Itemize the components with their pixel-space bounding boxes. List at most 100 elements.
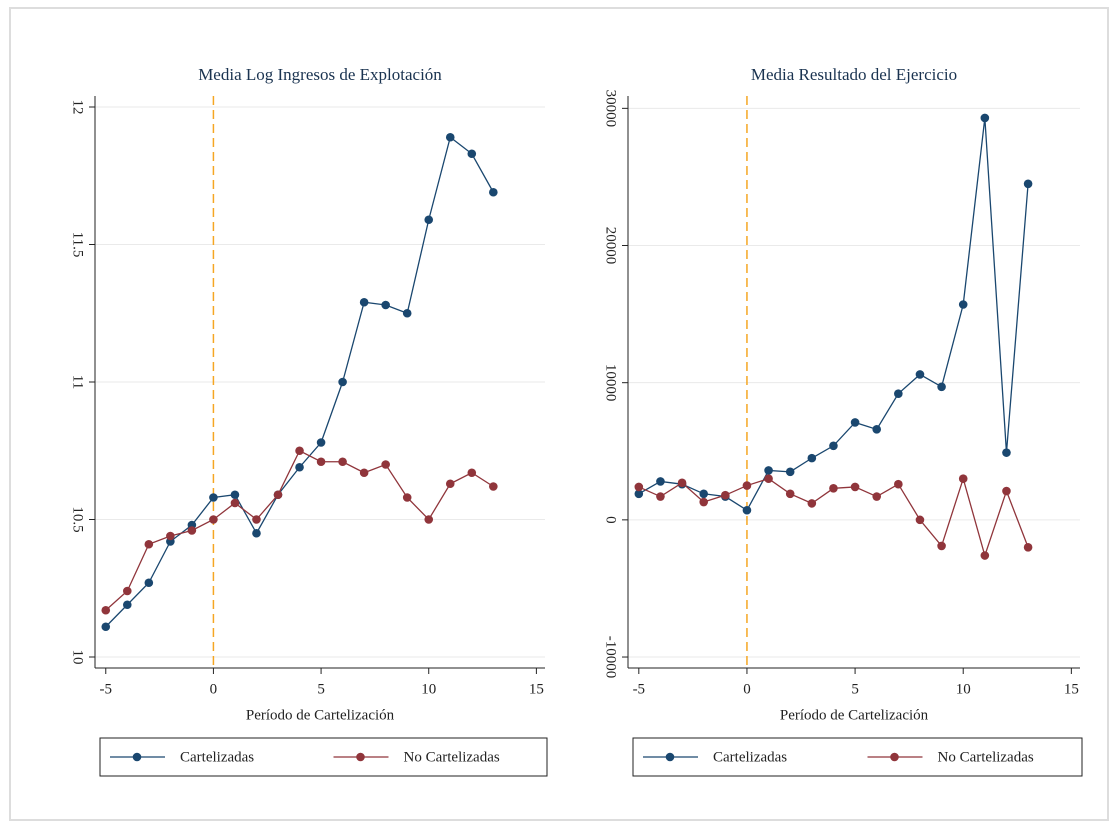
data-point <box>656 477 665 486</box>
data-point <box>829 441 838 451</box>
y-tick-label: 10.5 <box>70 506 86 532</box>
data-point <box>1023 542 1033 552</box>
data-point <box>677 478 687 488</box>
data-point <box>980 113 990 123</box>
data-point <box>187 526 197 535</box>
legend-swatch-marker <box>132 752 142 762</box>
x-tick-label: 15 <box>529 681 544 697</box>
data-point <box>273 490 283 500</box>
legend-label: Cartelizadas <box>180 749 254 765</box>
data-point <box>359 468 369 478</box>
legend-label: No Cartelizadas <box>938 749 1034 765</box>
data-point <box>359 297 369 307</box>
data-point <box>144 539 154 549</box>
data-point <box>252 515 261 524</box>
legend-swatch-marker <box>356 752 365 762</box>
data-point <box>980 551 990 560</box>
data-point <box>166 531 175 541</box>
x-axis-label: Período de Cartelización <box>780 707 929 723</box>
data-point <box>295 446 304 456</box>
y-tick-label: 11.5 <box>70 232 86 258</box>
data-point <box>316 438 326 447</box>
y-tick-label: 11 <box>70 375 86 389</box>
data-point <box>402 493 412 502</box>
data-point <box>209 493 218 502</box>
data-point <box>338 377 347 387</box>
data-point <box>445 479 455 489</box>
data-point <box>872 492 882 501</box>
data-point <box>764 466 773 475</box>
legend-swatch-marker <box>890 752 899 762</box>
data-point <box>850 482 860 492</box>
data-point <box>850 418 860 427</box>
y-tick-label: 10000 <box>603 364 619 402</box>
data-point <box>252 528 261 538</box>
data-point <box>230 490 240 500</box>
data-point <box>915 515 925 525</box>
x-tick-label: 5 <box>851 681 859 697</box>
data-point <box>894 389 903 398</box>
data-point <box>937 382 946 392</box>
data-point <box>894 479 903 489</box>
data-point <box>467 149 477 159</box>
data-point <box>958 300 968 309</box>
y-tick-label: 10 <box>70 650 86 665</box>
data-point <box>829 484 838 493</box>
data-point <box>209 515 218 524</box>
data-point <box>381 460 390 469</box>
data-point <box>402 308 412 318</box>
x-tick-label: 10 <box>956 681 971 697</box>
data-point <box>338 457 347 467</box>
y-tick-label: 0 <box>603 516 619 524</box>
data-point <box>699 497 708 507</box>
x-tick-label: 10 <box>421 681 436 697</box>
data-point <box>1002 448 1011 457</box>
legend-swatch-marker <box>665 752 675 762</box>
figure-frame <box>9 7 1109 821</box>
data-point <box>316 457 326 467</box>
data-point <box>937 541 946 551</box>
data-point <box>785 467 795 477</box>
chart-title: Media Resultado del Ejercicio <box>751 65 957 84</box>
x-tick-label: -5 <box>633 681 646 697</box>
data-point <box>785 489 795 499</box>
data-point <box>144 578 154 588</box>
data-point <box>230 498 240 508</box>
data-point <box>764 474 773 484</box>
data-point <box>489 187 498 197</box>
data-point <box>1023 179 1033 189</box>
data-point <box>656 492 665 501</box>
y-tick-label: 20000 <box>603 227 619 265</box>
data-point <box>489 482 498 491</box>
legend-label: No Cartelizadas <box>404 749 500 765</box>
data-point <box>122 586 132 596</box>
data-point <box>699 489 708 499</box>
data-point <box>807 499 817 508</box>
data-point <box>467 468 477 478</box>
x-tick-label: 0 <box>210 681 218 697</box>
data-point <box>295 462 304 472</box>
legend-box <box>99 737 548 777</box>
data-point <box>381 300 390 310</box>
data-point <box>721 490 730 500</box>
legend-box <box>632 737 1083 777</box>
data-point <box>742 505 752 515</box>
x-tick-label: 5 <box>317 681 325 697</box>
x-tick-label: -5 <box>100 681 113 697</box>
y-tick-label: 12 <box>70 100 86 115</box>
data-point <box>424 215 434 225</box>
data-point <box>915 370 925 379</box>
legend-label: Cartelizadas <box>713 749 787 765</box>
data-point <box>958 474 968 484</box>
data-point <box>101 622 111 632</box>
data-point <box>122 600 132 610</box>
data-point <box>1002 486 1011 496</box>
data-point <box>634 482 644 492</box>
x-axis-label: Período de Cartelización <box>246 707 395 723</box>
data-point <box>634 489 644 499</box>
data-point <box>807 453 817 463</box>
data-point <box>742 481 752 490</box>
data-point <box>101 605 111 615</box>
